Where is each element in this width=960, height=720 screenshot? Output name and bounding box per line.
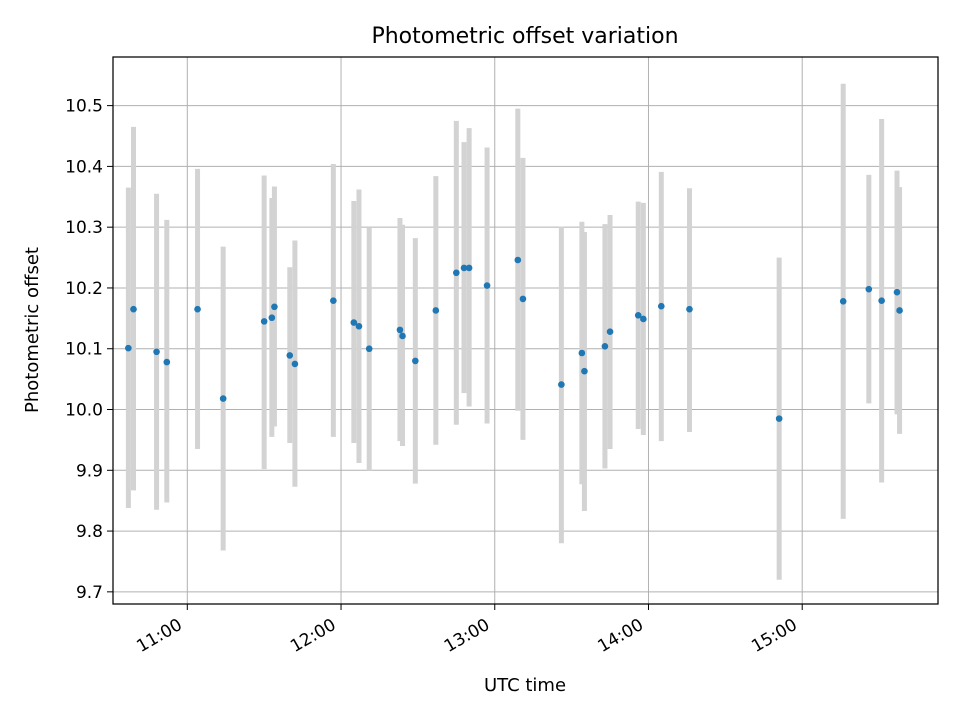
data-point (194, 305, 201, 313)
data-point (125, 344, 132, 352)
data-point (465, 264, 473, 272)
data-point (260, 318, 268, 325)
data-point (350, 319, 358, 326)
error-bars (125, 83, 903, 580)
data-point (558, 381, 565, 388)
y-tick-label: 10.0 (65, 401, 103, 421)
data-point (878, 297, 885, 305)
data-point (640, 315, 647, 323)
data-point (412, 357, 419, 365)
y-tick-label: 10.2 (65, 279, 103, 299)
data-point (355, 322, 363, 330)
chart-title: Photometric offset variation (371, 24, 678, 49)
y-tick-label: 10.4 (65, 157, 103, 177)
data-point (163, 358, 171, 366)
x-tick-label: 11:00 (133, 615, 185, 657)
data-point (686, 305, 693, 313)
data-point (483, 282, 491, 289)
data-point (578, 349, 586, 357)
data-point (601, 343, 609, 350)
data-point (291, 360, 299, 368)
y-tick-label: 9.9 (76, 461, 103, 481)
data-point (271, 303, 278, 311)
x-tick-label: 13:00 (441, 615, 493, 657)
data-point (399, 332, 406, 340)
y-tick-label: 10.5 (65, 97, 103, 117)
data-point (460, 264, 468, 272)
data-points (125, 256, 903, 422)
plot-frame (112, 56, 939, 605)
data-point (839, 298, 847, 305)
data-point (606, 328, 614, 336)
data-point (893, 288, 901, 296)
data-point (396, 326, 404, 334)
data-point (865, 285, 873, 293)
data-point (219, 395, 227, 402)
y-tick-label: 9.7 (76, 583, 103, 603)
data-point (634, 312, 642, 319)
data-point (268, 314, 276, 322)
y-tick-label: 9.8 (76, 522, 103, 542)
y-tick-label: 10.1 (65, 340, 103, 360)
x-tick-label: 15:00 (748, 615, 800, 657)
data-point (775, 415, 783, 422)
y-tick-label: 10.3 (65, 218, 103, 238)
data-point (581, 367, 588, 375)
data-point (657, 302, 665, 310)
x-tick-label: 14:00 (595, 615, 647, 657)
x-tick-label: 12:00 (287, 615, 339, 657)
data-point (432, 307, 440, 314)
data-point (365, 345, 373, 353)
data-point (330, 297, 337, 305)
data-point (286, 352, 294, 359)
x-axis-label: UTC time (484, 675, 566, 696)
y-axis: 9.7 9.8 9.9 10.0 10.1 10.2 10.3 10.4 10.5 (65, 97, 113, 603)
data-point (519, 295, 527, 303)
data-point (896, 307, 903, 314)
data-point (153, 348, 160, 356)
data-point (514, 256, 522, 264)
gridlines (113, 57, 938, 604)
data-point (130, 305, 137, 313)
data-point (453, 269, 460, 277)
x-axis: 11:00 12:00 13:00 14:00 15:00 (133, 604, 803, 657)
y-axis-label: Photometric offset (22, 247, 43, 413)
